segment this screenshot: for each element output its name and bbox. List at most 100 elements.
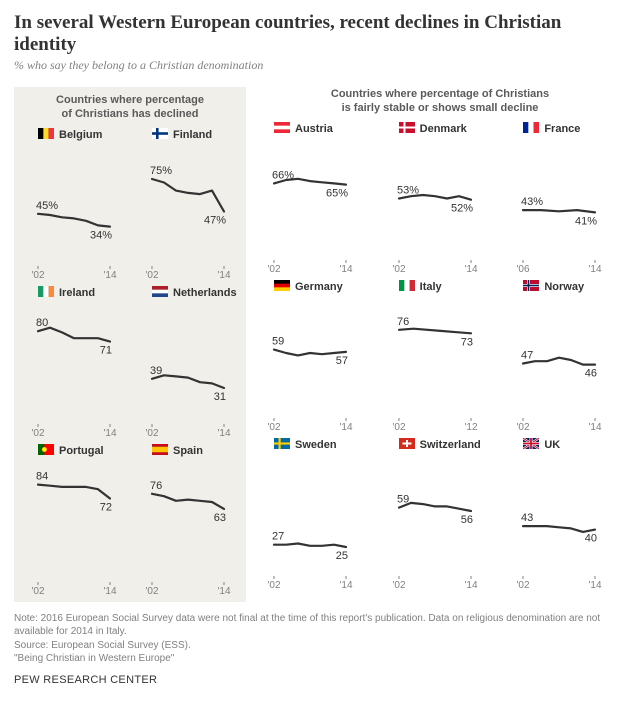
svg-text:63: 63 [214,512,226,524]
group-declined: Countries where percentageof Christians … [14,87,246,602]
panel-head: Norway [505,280,624,294]
panel-head: Belgium [20,128,128,142]
line-chart: '02 '14 84 72 [20,460,128,600]
flag-icon [152,284,168,302]
flag-icon [274,120,290,138]
line-chart: '02'127673 [381,296,500,436]
flag-icon [399,120,415,138]
svg-text:'02: '02 [31,586,44,597]
svg-text:'02: '02 [392,422,405,433]
country-name: Finland [173,129,212,141]
svg-text:'12: '12 [464,422,477,433]
svg-text:'14: '14 [103,586,116,597]
country-name: Spain [173,445,203,457]
svg-text:'02: '02 [517,580,530,591]
country-name: France [544,123,580,135]
line-chart: '02'143931 [134,302,242,442]
svg-text:45%: 45% [36,199,58,211]
svg-text:84: 84 [36,470,48,482]
svg-text:76: 76 [397,315,409,327]
line-chart: '02 '14 45% 34% [20,144,128,284]
svg-text:'14: '14 [464,580,477,591]
chart-panel-portugal: Portugal '02 '14 84 72 [20,444,128,600]
svg-text:'14: '14 [217,270,230,281]
svg-text:72: 72 [100,501,112,513]
svg-text:'02: '02 [517,422,530,433]
panel-head: Italy [381,280,500,294]
svg-text:'14: '14 [103,270,116,281]
line-chart: '02'144340 [505,454,624,594]
country-name: Switzerland [420,439,481,451]
country-name: Belgium [59,129,102,141]
svg-text:41%: 41% [575,215,597,227]
svg-text:76: 76 [150,479,162,491]
svg-text:'02: '02 [267,422,280,433]
chart-panel-spain: Spain '02'147663 [134,444,242,600]
svg-text:'02: '02 [267,580,280,591]
line-chart: '02'144746 [505,296,624,436]
country-name: Norway [544,281,584,293]
svg-text:'02: '02 [145,428,158,439]
group-stable: Countries where percentage of Christians… [256,87,624,602]
country-name: Austria [295,123,333,135]
svg-text:31: 31 [214,391,226,403]
flag-icon [152,442,168,460]
line-chart: '02'145957 [256,296,375,436]
svg-text:65%: 65% [326,187,348,199]
line-chart: '02'1453%52% [381,138,500,278]
panel-head: Spain [134,444,242,458]
svg-text:52%: 52% [451,202,473,214]
svg-text:'14: '14 [589,264,602,275]
chart-panel-norway: Norway '02'144746 [505,280,624,436]
flag-icon [38,284,54,302]
flag-icon [399,278,415,296]
panel-head: Switzerland [381,438,500,452]
svg-text:80: 80 [36,317,48,329]
country-name: Portugal [59,445,104,457]
line-chart: '02'147663 [134,460,242,600]
chart-panel-belgium: Belgium '02 '14 45% 34% [20,128,128,284]
svg-text:75%: 75% [150,165,172,177]
country-name: UK [544,439,560,451]
svg-text:27: 27 [272,530,284,542]
svg-text:'02: '02 [267,264,280,275]
svg-text:56: 56 [460,514,472,526]
panel-head: UK [505,438,624,452]
svg-text:59: 59 [272,335,284,347]
chart-note: Note: 2016 European Social Survey data w… [14,612,624,666]
group-stable-grid: Austria '02'1466%65% Denmark '02'1453%52… [256,122,624,594]
svg-text:'02: '02 [31,270,44,281]
svg-text:34%: 34% [90,229,112,241]
chart-columns: Countries where percentageof Christians … [14,87,624,602]
panel-head: Ireland [20,286,128,300]
panel-head: Germany [256,280,375,294]
flag-icon [399,436,415,454]
chart-footer: PEW RESEARCH CENTER [14,674,624,686]
flag-icon [523,120,539,138]
svg-text:'14: '14 [103,428,116,439]
line-chart: '06'1443%41% [505,138,624,278]
svg-text:'14: '14 [589,580,602,591]
group-declined-grid: Belgium '02 '14 45% 34% Finland '02 '14 75% 47… [20,128,240,600]
flag-icon [38,442,54,460]
svg-text:'14: '14 [339,580,352,591]
svg-text:'02: '02 [145,270,158,281]
svg-text:'14: '14 [217,586,230,597]
flag-icon [523,278,539,296]
svg-text:47%: 47% [204,214,226,226]
country-name: Netherlands [173,287,237,299]
chart-panel-france: France '06'1443%41% [505,122,624,278]
line-chart: '02 '14 80 71 [20,302,128,442]
panel-head: France [505,122,624,136]
svg-text:'02: '02 [392,580,405,591]
panel-head: Portugal [20,444,128,458]
svg-text:'14: '14 [464,264,477,275]
svg-text:'14: '14 [217,428,230,439]
panel-head: Netherlands [134,286,242,300]
svg-text:57: 57 [336,354,348,366]
panel-head: Sweden [256,438,375,452]
svg-text:'02: '02 [392,264,405,275]
svg-text:71: 71 [100,344,112,356]
page-title: In several Western European countries, r… [14,12,624,56]
svg-text:'02: '02 [31,428,44,439]
